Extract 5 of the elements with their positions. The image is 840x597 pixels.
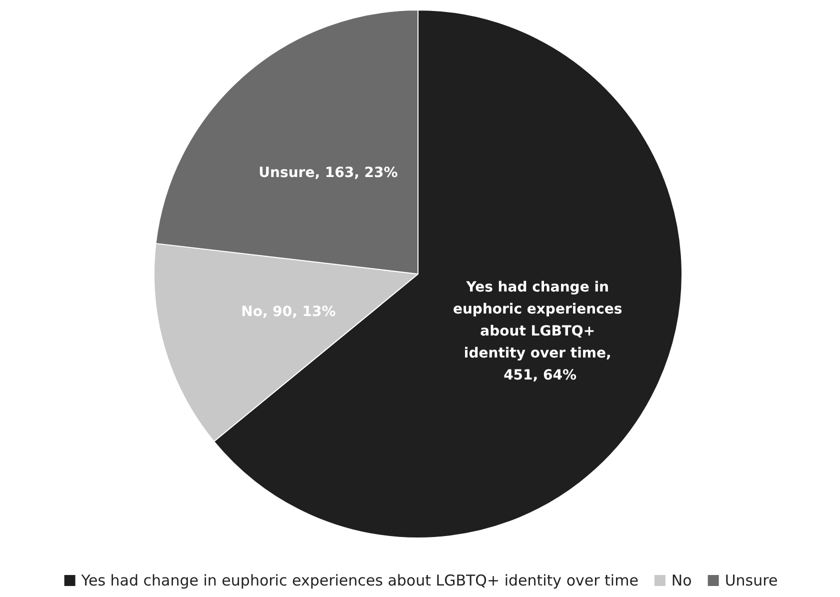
data-label: Unsure, 163, 23%: [258, 165, 398, 182]
legend-label: Unsure: [724, 572, 778, 590]
legend-label: No: [671, 572, 692, 590]
legend-label: Yes had change in euphoric experiences about LGBTQ+ identity over time: [80, 572, 638, 590]
data-label: Yes had change in euphoric experiences about LGBTQ+ identity over time, 451, 64%: [452, 280, 628, 384]
